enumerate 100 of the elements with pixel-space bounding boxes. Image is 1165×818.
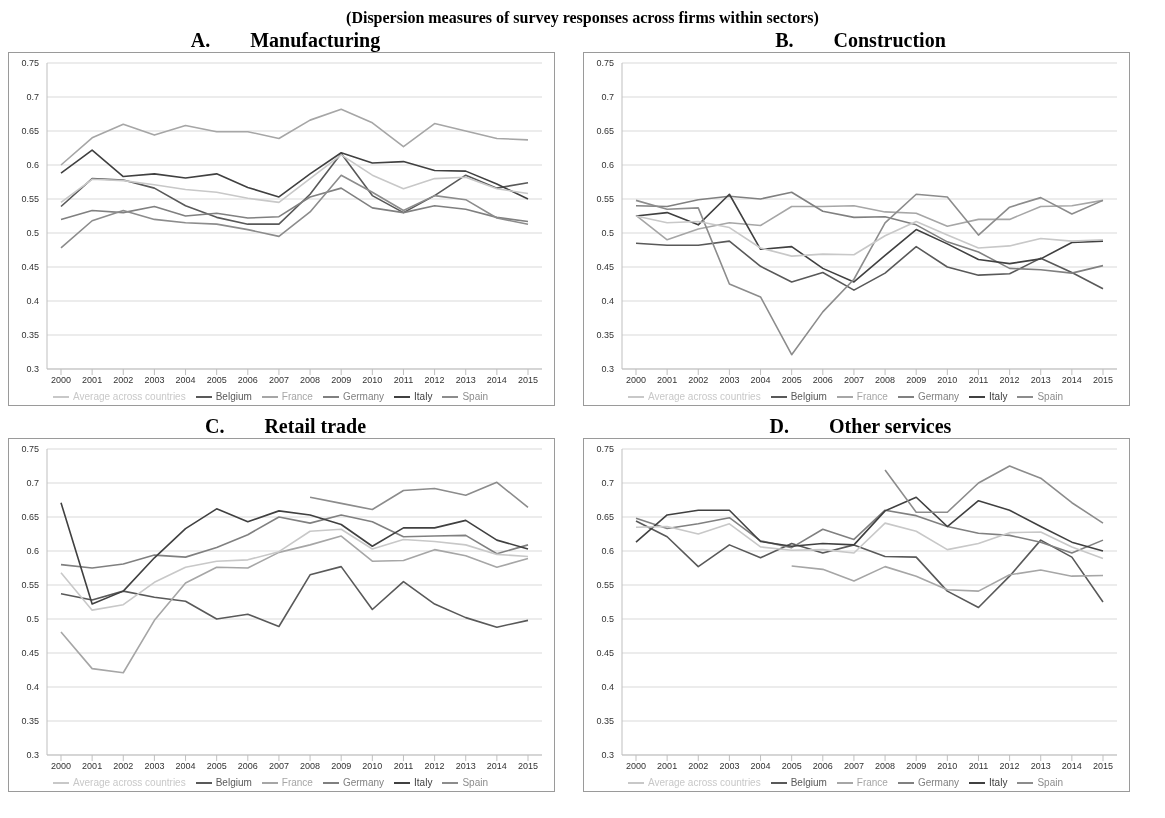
x-tick-label: 2000	[625, 375, 647, 386]
line-series	[884, 465, 1104, 524]
line-series	[635, 496, 1104, 552]
line-series	[635, 522, 1104, 560]
legend-label: France	[856, 390, 888, 402]
x-tick-label: 2000	[50, 375, 72, 386]
x-tick-label: 2007	[268, 375, 289, 386]
x-tick-label: 2001	[657, 375, 678, 386]
x-tick-label: 2013	[1030, 761, 1051, 772]
x-tick-label: 2010	[362, 761, 383, 772]
x-tick-label: 2012	[424, 375, 445, 386]
x-tick-label: 2000	[50, 761, 72, 772]
y-tick-label: 0.55	[596, 580, 614, 591]
y-tick-label: 0.45	[596, 648, 614, 659]
y-tick-label: 0.6	[601, 546, 614, 557]
x-tick-label: 2005	[206, 375, 227, 386]
x-tick-label: 2001	[82, 375, 103, 386]
line-series	[60, 565, 529, 628]
y-tick-label: 0.3	[601, 364, 614, 375]
x-tick-label: 2004	[750, 375, 771, 386]
x-tick-label: 2010	[362, 375, 383, 386]
chart-title: A. Manufacturing	[189, 28, 382, 52]
x-tick-label: 2011	[968, 761, 989, 772]
line-series	[635, 520, 1104, 609]
legend-label: Spain	[1037, 776, 1063, 788]
chart-title: C. Retail trade	[203, 414, 368, 438]
x-tick-label: 2003	[144, 375, 165, 386]
y-tick-label: 0.4	[26, 296, 39, 307]
y-tick-label: 0.5	[601, 228, 614, 239]
line-series	[60, 528, 529, 611]
x-tick-label: 2009	[331, 761, 352, 772]
x-tick-label: 2005	[781, 375, 802, 386]
legend-label: Spain	[462, 390, 488, 402]
y-tick-label: 0.6	[601, 160, 614, 171]
x-tick-label: 2003	[719, 761, 740, 772]
chart-title: B. Construction	[774, 28, 947, 52]
line-series	[60, 174, 529, 249]
line-series	[635, 193, 1104, 356]
legend-label: France	[281, 776, 313, 788]
legend-label: Belgium	[790, 390, 827, 402]
y-tick-label: 0.7	[601, 92, 614, 103]
x-tick-label: 2008	[300, 761, 321, 772]
y-tick-label: 0.75	[21, 58, 39, 69]
x-tick-label: 2006	[237, 375, 258, 386]
x-tick-label: 2011	[393, 761, 414, 772]
x-tick-label: 2014	[1061, 761, 1082, 772]
y-tick-label: 0.35	[21, 330, 39, 341]
y-tick-label: 0.75	[596, 444, 614, 455]
line-series	[60, 108, 529, 166]
legend-label: Belgium	[215, 776, 252, 788]
y-tick-label: 0.5	[26, 614, 39, 625]
text: (Dispersion measures of survey responses across firms within sectors)	[346, 9, 819, 26]
y-tick-label: 0.65	[596, 126, 614, 137]
y-tick-label: 0.75	[21, 444, 39, 455]
x-tick-label: 2012	[999, 761, 1020, 772]
y-tick-label: 0.7	[26, 478, 39, 489]
y-tick-label: 0.4	[26, 682, 39, 693]
line-series	[60, 514, 529, 569]
x-tick-label: 2015	[517, 761, 539, 772]
x-tick-label: 2002	[113, 375, 134, 386]
y-tick-label: 0.45	[21, 262, 39, 273]
line-series	[60, 535, 529, 674]
x-tick-label: 2013	[1030, 375, 1051, 386]
line-series	[790, 565, 1104, 592]
legend-label: France	[856, 776, 888, 788]
y-tick-label: 0.5	[601, 614, 614, 625]
x-tick-label: 2005	[781, 761, 802, 772]
x-tick-label: 2001	[82, 761, 103, 772]
line-series	[635, 240, 1104, 291]
y-tick-label: 0.35	[21, 716, 39, 727]
legend-label: Germany	[917, 390, 960, 402]
x-tick-label: 2011	[393, 375, 414, 386]
legend-label: Spain	[1037, 390, 1063, 402]
y-tick-label: 0.5	[26, 228, 39, 239]
y-tick-label: 0.65	[21, 512, 39, 523]
y-tick-label: 0.55	[596, 194, 614, 205]
x-tick-label: 2014	[1061, 375, 1082, 386]
x-tick-label: 2002	[113, 761, 134, 772]
y-tick-label: 0.3	[26, 364, 39, 375]
y-tick-label: 0.7	[26, 92, 39, 103]
x-tick-label: 2007	[268, 761, 289, 772]
x-tick-label: 2004	[175, 761, 196, 772]
line-series	[635, 199, 1104, 241]
line-series	[60, 501, 529, 605]
legend-label: Belgium	[215, 390, 252, 402]
x-tick-label: 2009	[906, 375, 927, 386]
x-tick-label: 2011	[968, 375, 989, 386]
y-tick-label: 0.65	[596, 512, 614, 523]
y-tick-label: 0.3	[601, 750, 614, 761]
x-tick-label: 2013	[455, 375, 476, 386]
legend-label: Italy	[989, 390, 1008, 402]
y-tick-label: 0.45	[596, 262, 614, 273]
x-tick-label: 2008	[875, 761, 896, 772]
x-tick-label: 2004	[175, 375, 196, 386]
y-tick-label: 0.7	[601, 478, 614, 489]
x-tick-label: 2015	[1092, 375, 1114, 386]
legend-label: France	[281, 390, 313, 402]
x-tick-label: 2007	[843, 375, 864, 386]
x-tick-label: 2008	[875, 375, 896, 386]
y-tick-label: 0.55	[21, 580, 39, 591]
